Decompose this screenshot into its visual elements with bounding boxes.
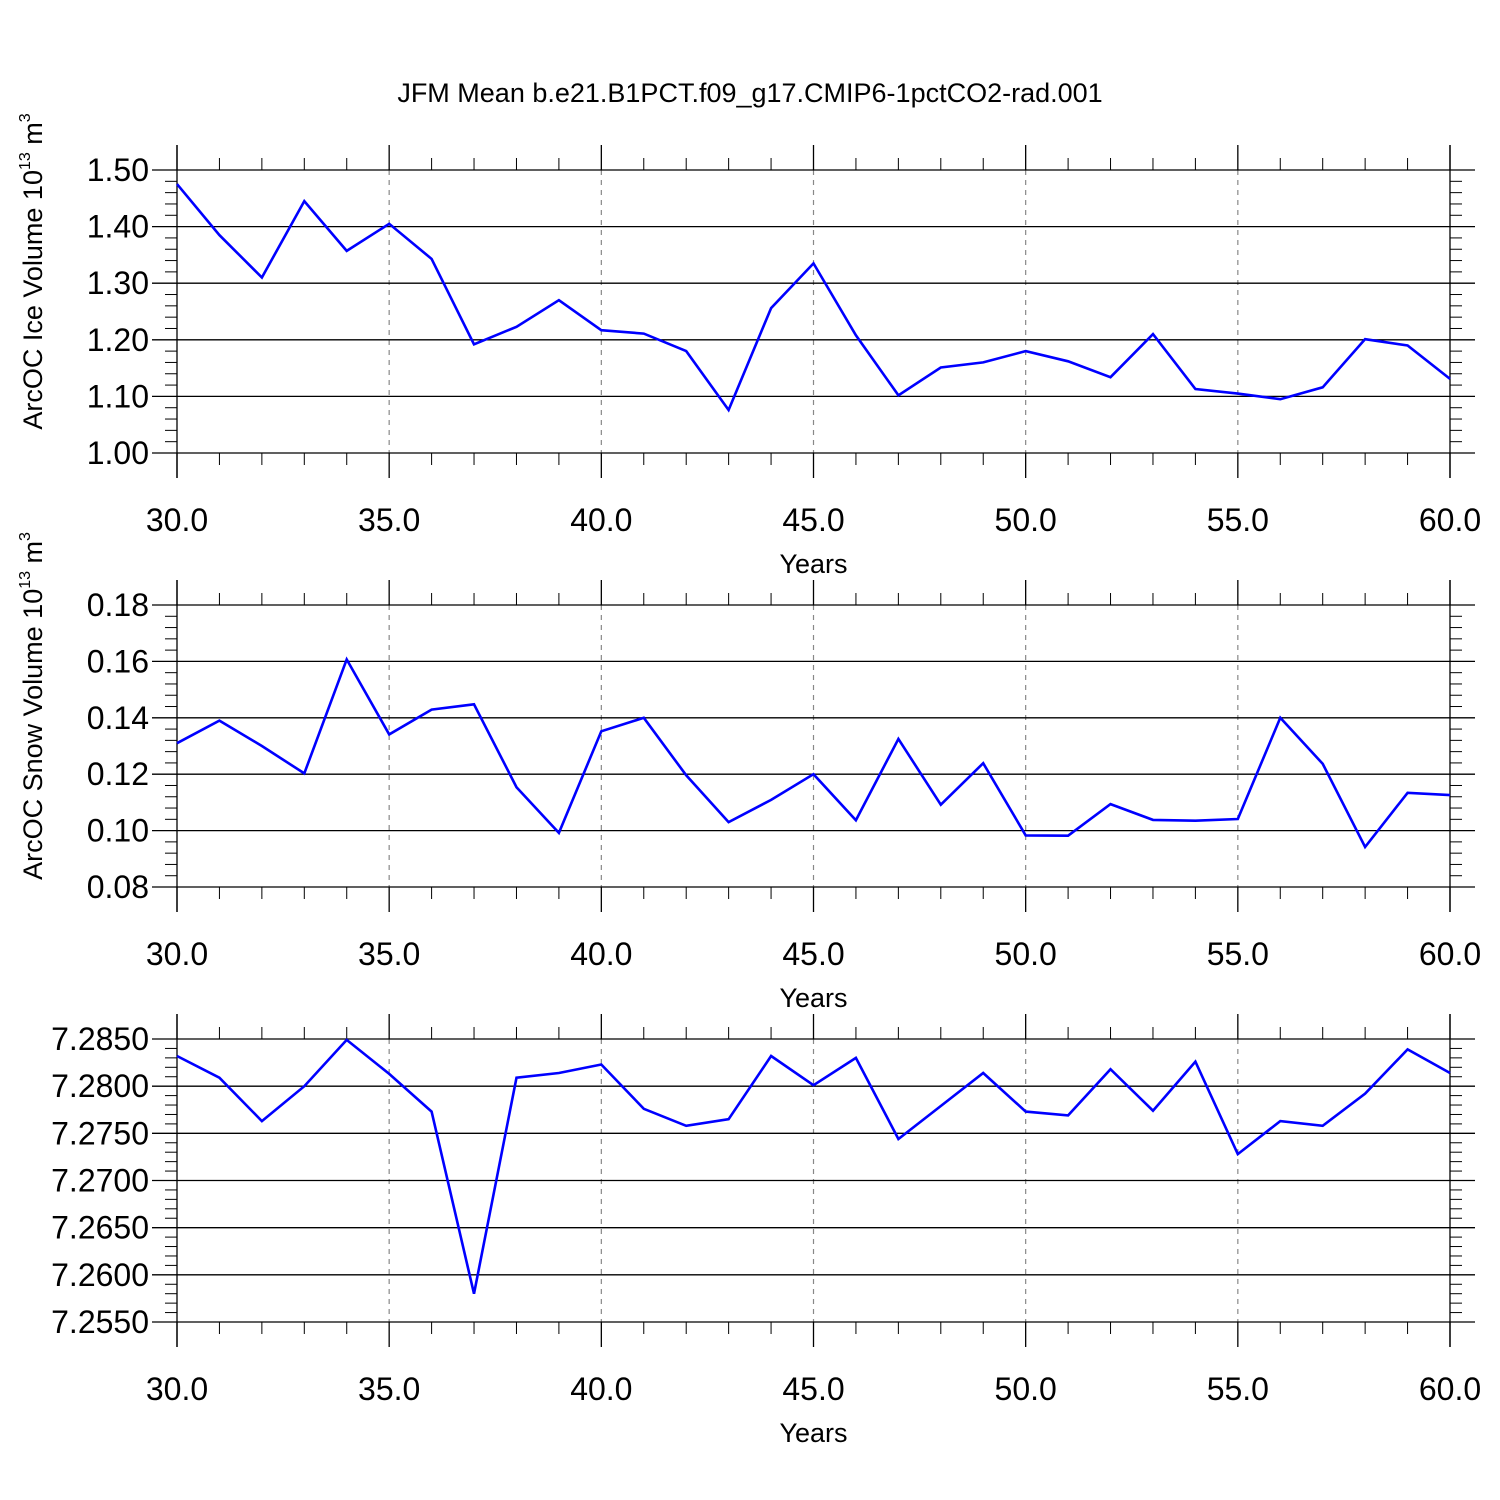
x-tick-label: 35.0: [358, 1371, 420, 1407]
x-tick-label: 45.0: [782, 502, 844, 538]
y-tick-label: 0.08: [87, 869, 149, 905]
y-tick-label: 1.20: [87, 322, 149, 358]
x-tick-label: 35.0: [358, 502, 420, 538]
series-line-1: [176, 656, 1451, 850]
y-tick-label: 1.00: [87, 435, 149, 471]
y-tick-label: 1.10: [87, 378, 149, 414]
x-tick-label: 55.0: [1207, 502, 1269, 538]
x-tick-label: 55.0: [1207, 1371, 1269, 1407]
x-tick-label: 60.0: [1419, 502, 1481, 538]
y-tick-label: 7.2750: [51, 1115, 149, 1151]
y-axis-label-exponent: 13: [17, 152, 34, 170]
y-axis-label: ArcOC Ice Volume 1013 m3: [17, 113, 48, 429]
y-axis-label: ArcOC Snow Volume 1013 m3: [17, 532, 48, 880]
x-tick-label: 45.0: [782, 936, 844, 972]
panels: 1.00 1.10 1.20 1.30 1.40 1.50 30.0 35.0 40.0 45.0…: [17, 113, 1481, 1448]
y-tick-label: 7.2800: [51, 1068, 149, 1104]
y-tick-label: 0.16: [87, 643, 149, 679]
y-tick-label: 7.2550: [51, 1304, 149, 1340]
x-tick-label: 35.0: [358, 936, 420, 972]
y-tick-label: 0.18: [87, 587, 149, 623]
x-tick-label: 60.0: [1419, 1371, 1481, 1407]
x-tick-label: 50.0: [995, 936, 1057, 972]
y-axis-label-unit: m: [18, 541, 48, 571]
x-tick-label: 50.0: [995, 1371, 1057, 1407]
x-tick-label: 40.0: [570, 936, 632, 972]
x-tick-label: 60.0: [1419, 936, 1481, 972]
y-axis-label-exponent: 13: [17, 571, 34, 589]
x-axis-label: Years: [779, 549, 847, 579]
x-tick-label: 40.0: [570, 502, 632, 538]
x-axis-label: Years: [779, 1418, 847, 1448]
y-tick-label: 7.2600: [51, 1257, 149, 1293]
y-axis-label-text: ArcOC Snow Volume 10: [18, 589, 48, 880]
x-tick-label: 55.0: [1207, 936, 1269, 972]
y-tick-label: 0.10: [87, 813, 149, 849]
x-tick-label: 40.0: [570, 1371, 632, 1407]
y-tick-label: 1.40: [87, 209, 149, 245]
y-tick-label: 0.14: [87, 700, 149, 736]
y-tick-label: 7.2700: [51, 1163, 149, 1199]
x-tick-label: 30.0: [146, 936, 208, 972]
y-axis-label-unit-exponent: 3: [17, 113, 34, 122]
chart-title: JFM Mean b.e21.B1PCT.f09_g17.CMIP6-1pctC…: [397, 78, 1102, 108]
y-axis-label-unit: m: [18, 122, 48, 152]
x-axis-label: Years: [779, 983, 847, 1013]
y-axis-label-text: ArcOC Ice Volume 10: [18, 170, 48, 430]
y-tick-label: 7.2850: [51, 1021, 149, 1057]
y-tick-label: 1.50: [87, 152, 149, 188]
x-tick-label: 50.0: [995, 502, 1057, 538]
x-tick-label: 30.0: [146, 1371, 208, 1407]
x-tick-label: 30.0: [146, 502, 208, 538]
series-line-1: [176, 183, 1451, 413]
y-axis-label-unit-exponent: 3: [17, 532, 34, 541]
x-tick-label: 45.0: [782, 1371, 844, 1407]
y-tick-label: 1.30: [87, 265, 149, 301]
chart-panel-1: 1.00 1.10 1.20 1.30 1.40 1.50 30.0 35.0 40.0 45.0…: [17, 113, 1481, 579]
y-tick-label: 0.12: [87, 756, 149, 792]
y-tick-label: 7.2650: [51, 1210, 149, 1246]
series-line-1: [176, 1038, 1451, 1294]
chart-panel-2: 0.08 0.10 0.12 0.14 0.16 0.18 30.0 35.0 40.0 45.0…: [17, 532, 1481, 1013]
chart-panel-3: 7.2550 7.2600 7.2650 7.2700 7.2750 7.2800 7.28…: [51, 1014, 1481, 1448]
